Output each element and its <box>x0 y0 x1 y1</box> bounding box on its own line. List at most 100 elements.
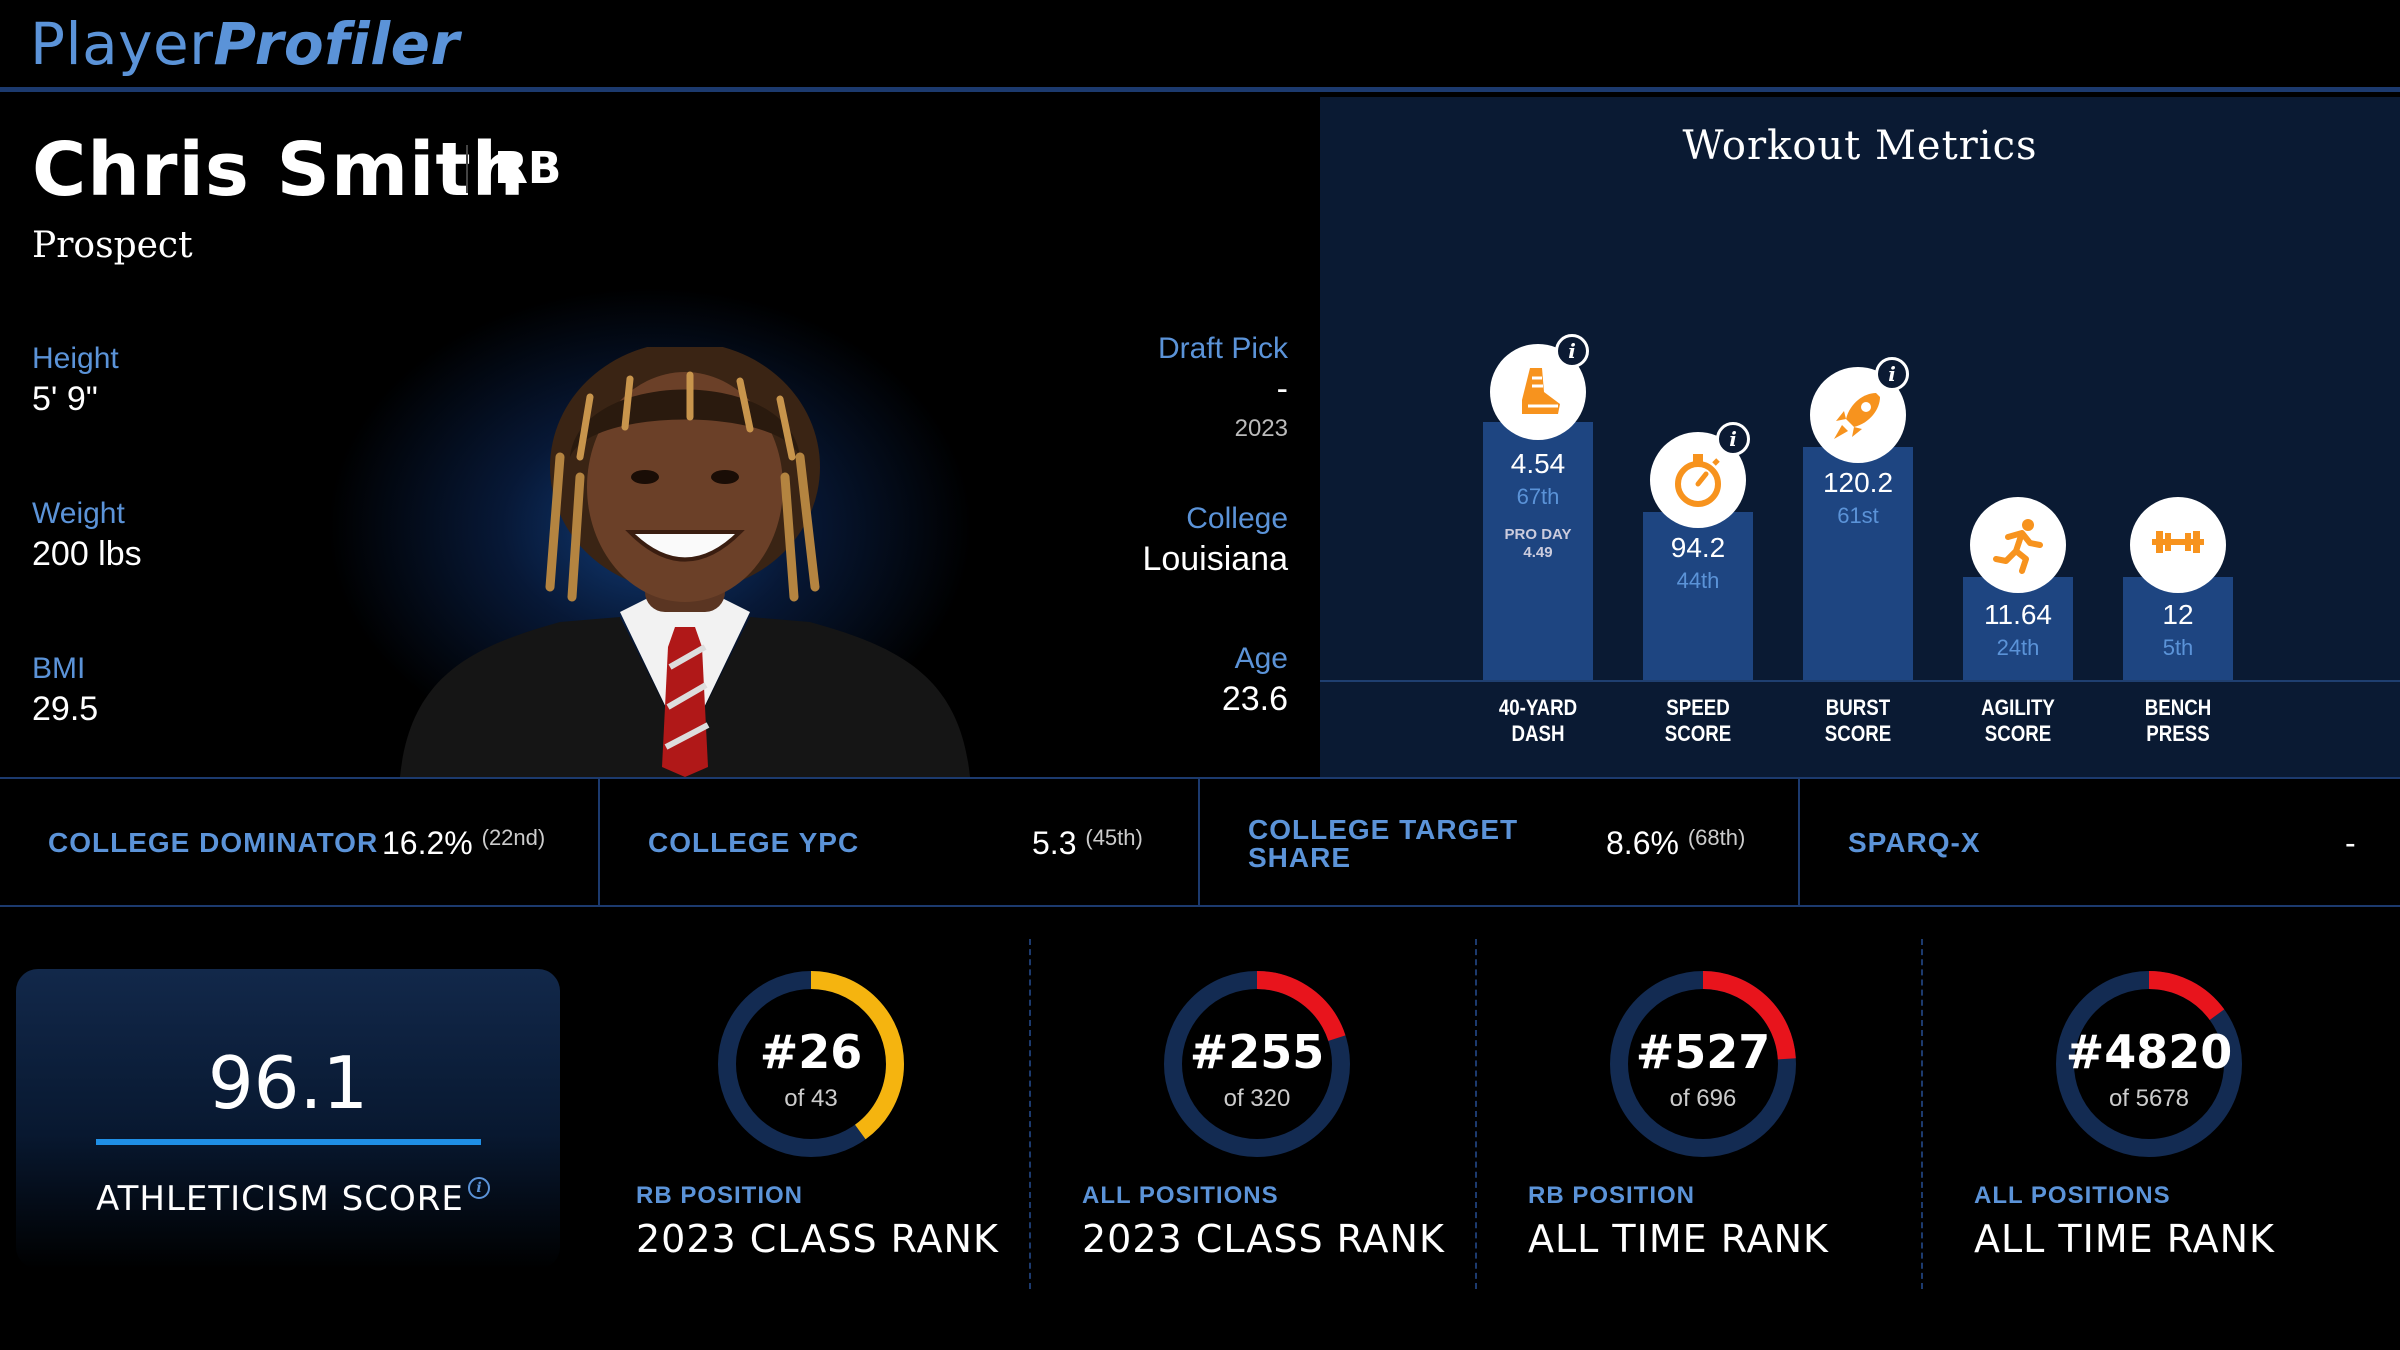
player-name: Chris Smith <box>32 127 526 213</box>
player-status: Prospect <box>32 225 193 266</box>
athleticism-score-bar <box>96 1139 481 1145</box>
athleticism-score-value: 96.1 <box>207 1041 369 1125</box>
speed-score-percentile: 44th <box>1676 568 1720 593</box>
rank-category: RB POSITION <box>636 1182 804 1209</box>
rank-donut-arc <box>1610 971 1796 1157</box>
rank-donut-arc <box>1164 971 1350 1157</box>
height-label: Height <box>32 342 119 375</box>
runner-icon <box>1970 497 2066 593</box>
rank-donut-arc <box>718 971 904 1157</box>
burst-score-percentile: 61st <box>1837 503 1879 528</box>
rank-of: of 5678 <box>2108 1085 2190 1112</box>
bench-press-label-2: PRESS <box>2146 721 2210 746</box>
rank-donut <box>718 971 904 1157</box>
pro-day: PRO DAY 4.49 <box>1483 526 1593 562</box>
college-label: College <box>1186 502 1288 535</box>
pro-day-label: PRO DAY <box>1504 526 1572 543</box>
rank-all-2023: #255 of 320 ALL POSITIONS 2023 CLASS RAN… <box>1082 907 1522 1350</box>
draft-pick-value: - <box>1276 370 1288 408</box>
college-target-share-label-1: COLLEGE TARGET <box>1248 814 1519 845</box>
speed-score-bar: 94.2 44th <box>1643 512 1753 680</box>
burst-score-label: BURST SCORE <box>1794 695 1922 747</box>
forty-yard-label-1: 40-YARD <box>1498 695 1578 720</box>
athleticism-score-label: ATHLETICISM SCORE <box>96 1179 464 1219</box>
speed-score-label: SPEED SCORE <box>1634 695 1762 747</box>
rank-donut <box>1164 971 1350 1157</box>
college-value: Louisiana <box>1142 540 1288 578</box>
age-stat: Age 23.6 <box>1222 642 1288 719</box>
age-value: 23.6 <box>1221 680 1288 718</box>
athleticism-score-card: 96.1 ATHLETICISM SCORE i <box>16 969 560 1269</box>
rank-category: RB POSITION <box>1528 1182 1696 1209</box>
agility-score-bar: 11.64 24th <box>1963 577 2073 680</box>
pro-day-value: 4.49 <box>1523 544 1553 561</box>
forty-yard-bar: 4.54 67th PRO DAY 4.49 <box>1483 422 1593 680</box>
rank-separator <box>1029 939 1031 1289</box>
rank-number: #4820 <box>2065 1025 2233 1079</box>
rank-donut <box>1610 971 1796 1157</box>
height-stat: Height 5' 9" <box>32 342 119 419</box>
college-dominator-cell: COLLEGE DOMINATOR 16.2% (22nd) <box>0 779 600 905</box>
age-label: Age <box>1234 642 1288 675</box>
bench-press-value: 12 <box>2162 599 2194 630</box>
athleticism-info-icon[interactable]: i <box>468 1177 490 1199</box>
college-ypc-number: 5.3 <box>1032 825 1077 861</box>
rankings-section: 96.1 ATHLETICISM SCORE i #26 of 43 RB PO… <box>0 907 2400 1350</box>
name-divider <box>466 145 468 193</box>
college-dominator-value: 16.2% (22nd) <box>382 825 545 862</box>
rank-title: 2023 CLASS RANK <box>636 1217 999 1261</box>
agility-score-label-1: AGILITY <box>1981 695 2055 720</box>
burst-score-label-2: SCORE <box>1824 721 1892 746</box>
bmi-stat: BMI 29.5 <box>32 652 98 729</box>
college-dominator-label: COLLEGE DOMINATOR <box>48 827 379 858</box>
player-profiler-logo[interactable]: PlayerProfiler <box>30 10 460 78</box>
college-target-share-label: COLLEGE TARGET SHARE <box>1248 816 1518 872</box>
rank-title: 2023 CLASS RANK <box>1082 1217 1445 1261</box>
speed-score-label-1: SPEED <box>1666 695 1730 720</box>
weight-stat: Weight 200 lbs <box>32 497 142 574</box>
college-target-share-number: 8.6% <box>1606 825 1679 861</box>
rank-category: ALL POSITIONS <box>1082 1182 1279 1209</box>
college-ypc-value: 5.3 (45th) <box>1032 825 1143 862</box>
college-dominator-rank: (22nd) <box>481 825 546 850</box>
agility-score-percentile: 24th <box>1996 635 2040 660</box>
burst-score-info-icon[interactable]: i <box>1875 357 1909 391</box>
weight-label: Weight <box>32 497 125 530</box>
workout-metrics-panel: Workout Metrics 4.54 67th PRO DAY 4.49 9… <box>1320 97 2400 777</box>
agility-score-label-2: SCORE <box>1984 721 2052 746</box>
burst-score-label-1: BURST <box>1825 695 1891 720</box>
rank-title: ALL TIME RANK <box>1528 1217 1829 1261</box>
top-bar: PlayerProfiler <box>0 0 2400 92</box>
workout-baseline <box>1320 680 2400 682</box>
speed-score-info-icon[interactable]: i <box>1716 422 1750 456</box>
agility-score-value: 11.64 <box>1984 599 2052 630</box>
forty-yard-value: 4.54 <box>1510 448 1566 479</box>
forty-yard-label: 40-YARD DASH <box>1474 695 1602 747</box>
rank-donut-arc <box>2056 971 2242 1157</box>
college-ypc-rank: (45th) <box>1085 825 1143 850</box>
college-target-share-cell: COLLEGE TARGET SHARE 8.6% (68th) <box>1200 779 1800 905</box>
rank-title: ALL TIME RANK <box>1974 1217 2275 1261</box>
bench-press-percentile: 5th <box>2162 635 2194 660</box>
college-dominator-number: 16.2% <box>382 825 473 861</box>
player-profile-panel: Chris Smith RB Prospect Height 5' 9" Wei… <box>0 97 1320 777</box>
burst-score-value: 120.2 <box>1822 467 1894 498</box>
height-value: 5' 9" <box>32 380 98 418</box>
rank-all-all-time: #4820 of 5678 ALL POSITIONS ALL TIME RAN… <box>1974 907 2400 1350</box>
rank-category: ALL POSITIONS <box>1974 1182 2171 1209</box>
sparq-x-value: - <box>2345 825 2356 861</box>
rank-of: of 43 <box>784 1085 838 1112</box>
draft-pick-label: Draft Pick <box>1157 332 1288 365</box>
speed-score-label-2: SCORE <box>1664 721 1732 746</box>
agility-score-label: AGILITY SCORE <box>1954 695 2082 747</box>
forty-yard-info-icon[interactable]: i <box>1555 334 1589 368</box>
bmi-label: BMI <box>32 652 86 685</box>
college-target-share-label-2: SHARE <box>1248 842 1352 873</box>
logo-part-1: Player <box>30 10 214 78</box>
bench-press-label-1: BENCH <box>2144 695 2212 720</box>
workout-metrics-title: Workout Metrics <box>1682 123 2038 169</box>
bmi-value: 29.5 <box>32 690 99 728</box>
forty-yard-label-2: DASH <box>1511 721 1565 746</box>
rank-number: #26 <box>759 1025 863 1079</box>
rank-separator <box>1921 939 1923 1289</box>
